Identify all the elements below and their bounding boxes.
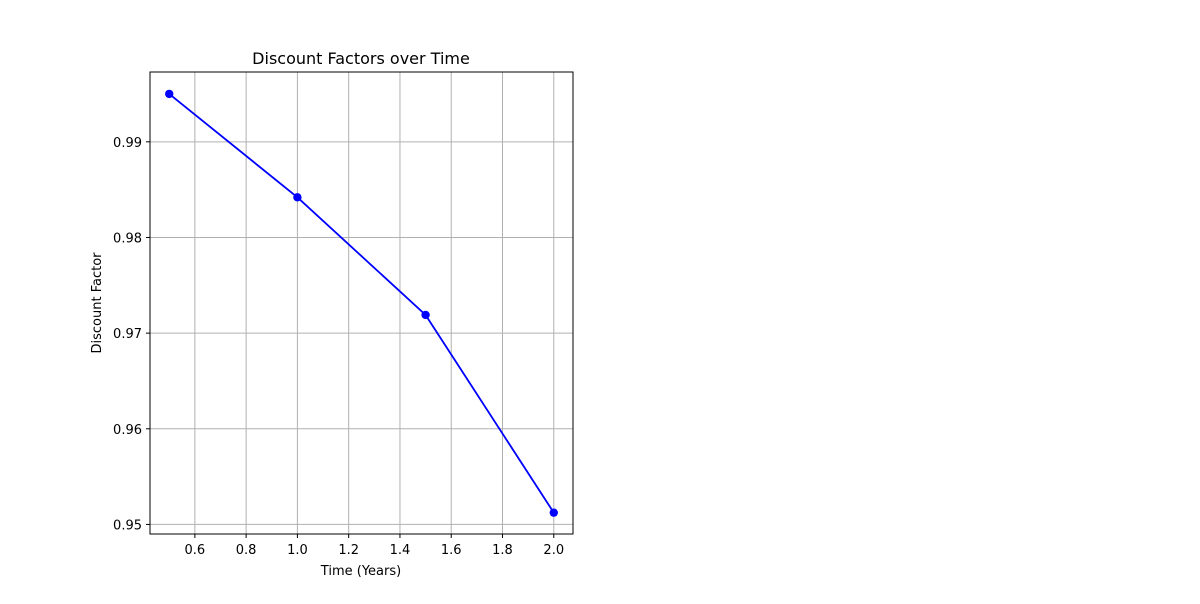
x-tick-label: 1.8: [492, 543, 513, 558]
x-tick-label: 1.0: [287, 543, 308, 558]
y-tick-label: 0.98: [113, 231, 142, 246]
y-tick-label: 0.99: [113, 136, 142, 151]
y-tick-label: 0.97: [113, 327, 142, 342]
x-tick-label: 1.2: [338, 543, 359, 558]
x-tick-label: 1.4: [390, 543, 411, 558]
y-axis-label: Discount Factor: [90, 252, 105, 354]
data-point: [549, 508, 558, 517]
x-tick-label: 0.8: [236, 543, 257, 558]
series-layer: [165, 89, 558, 517]
y-tick-label: 0.95: [113, 518, 142, 533]
plot-area: [150, 72, 573, 534]
data-point: [165, 89, 174, 99]
x-axis-label: Time (Years): [320, 564, 401, 579]
x-tick-label: 0.6: [185, 543, 206, 558]
series-line: [168, 93, 555, 514]
x-tick-label: 1.6: [441, 543, 462, 558]
y-tick-label: 0.96: [113, 423, 142, 438]
data-point: [293, 193, 302, 202]
data-point: [421, 310, 430, 320]
x-tick-label: 2.0: [543, 543, 564, 558]
axis-ticks: 0.6 0.8 1.0 1.2 1.4 1.6 1.8 2.0 0.95 0.96 0.97 0.98…: [113, 136, 564, 558]
chart-title: Discount Factors over Time: [252, 49, 470, 68]
plot-frame: [149, 71, 574, 535]
grid-lines: [150, 72, 573, 534]
